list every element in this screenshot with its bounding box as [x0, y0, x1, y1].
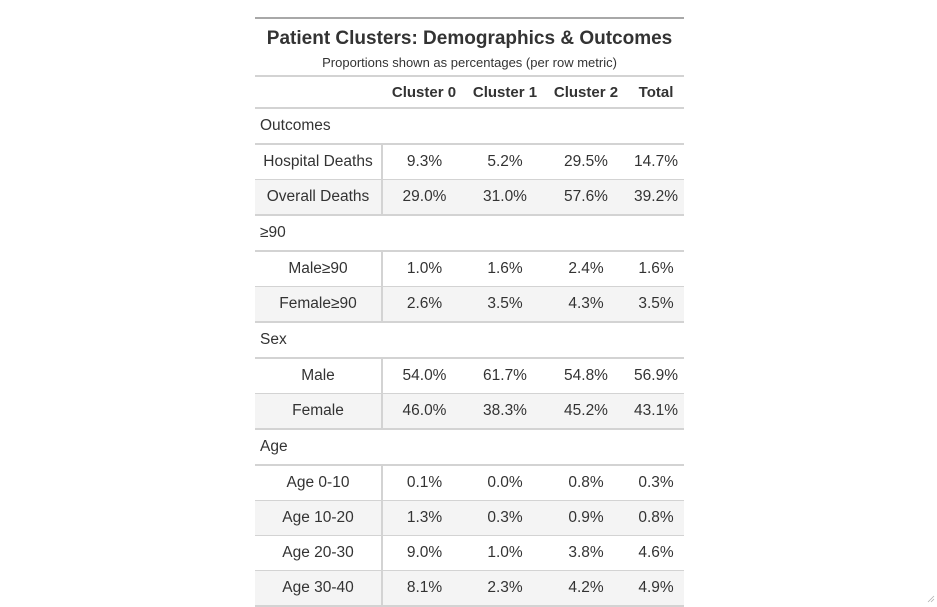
row-group-header: Age	[255, 429, 685, 466]
summary-table-container: Patient Clusters: Demographics & Outcome…	[255, 17, 685, 607]
table-cell: 0.8%	[628, 500, 685, 536]
table-cell: 9.3%	[382, 144, 466, 180]
table-cell: 0.1%	[382, 465, 466, 501]
column-header-cluster-0: Cluster 0	[382, 76, 466, 109]
table-cell: 3.5%	[466, 286, 544, 323]
row-label: Age 10-20	[255, 500, 383, 536]
column-header-row: Cluster 0 Cluster 1 Cluster 2 Total	[255, 76, 685, 109]
table-row: Male 54.0% 61.7% 54.8% 56.9%	[255, 358, 685, 394]
table-cell: 14.7%	[628, 144, 685, 180]
table-cell: 2.3%	[466, 570, 544, 607]
table-cell: 0.3%	[466, 500, 544, 536]
table-subtitle: Proportions shown as percentages (per ro…	[255, 53, 685, 77]
table-row: Hospital Deaths 9.3% 5.2% 29.5% 14.7%	[255, 144, 685, 180]
row-label: Overall Deaths	[255, 179, 383, 216]
row-label: Male	[255, 358, 383, 394]
table-cell: 46.0%	[382, 393, 466, 430]
table-cell: 1.0%	[466, 535, 544, 571]
table-cell: 38.3%	[466, 393, 544, 430]
row-label: Female	[255, 393, 383, 430]
table-cell: 0.0%	[466, 465, 544, 501]
table-row: Age 10-20 1.3% 0.3% 0.9% 0.8%	[255, 500, 685, 536]
row-group-label: Outcomes	[255, 108, 685, 145]
table-cell: 1.6%	[466, 251, 544, 287]
row-label: Male≥90	[255, 251, 383, 287]
table-cell: 4.2%	[544, 570, 628, 607]
row-label: Female≥90	[255, 286, 383, 323]
column-header-cluster-2: Cluster 2	[544, 76, 628, 109]
column-header-total: Total	[628, 76, 685, 109]
row-group-header: ≥90	[255, 215, 685, 252]
table-cell: 4.6%	[628, 535, 685, 571]
row-group-header: Outcomes	[255, 108, 685, 145]
row-label: Age 0-10	[255, 465, 383, 501]
row-label: Age 20-30	[255, 535, 383, 571]
table-cell: 29.0%	[382, 179, 466, 216]
table-cell: 43.1%	[628, 393, 685, 430]
table-cell: 4.3%	[544, 286, 628, 323]
table-cell: 54.0%	[382, 358, 466, 394]
resize-grip-icon[interactable]	[927, 595, 935, 603]
table-cell: 0.8%	[544, 465, 628, 501]
table-cell: 54.8%	[544, 358, 628, 394]
table-cell: 1.0%	[382, 251, 466, 287]
table-row: Female≥90 2.6% 3.5% 4.3% 3.5%	[255, 286, 685, 323]
table-row: Age 30-40 8.1% 2.3% 4.2% 4.9%	[255, 570, 685, 607]
table-title: Patient Clusters: Demographics & Outcome…	[255, 17, 685, 53]
table-cell: 0.3%	[628, 465, 685, 501]
table-row: Age 20-30 9.0% 1.0% 3.8% 4.6%	[255, 535, 685, 571]
table-cell: 39.2%	[628, 179, 685, 216]
table-cell: 31.0%	[466, 179, 544, 216]
table-cell: 29.5%	[544, 144, 628, 180]
table-row: Age 0-10 0.1% 0.0% 0.8% 0.3%	[255, 465, 685, 501]
table-cell: 1.6%	[628, 251, 685, 287]
table-cell: 61.7%	[466, 358, 544, 394]
table-cell: 45.2%	[544, 393, 628, 430]
table-cell: 4.9%	[628, 570, 685, 607]
row-group-header: Sex	[255, 322, 685, 359]
row-group-label: Sex	[255, 322, 685, 359]
table-cell: 2.6%	[382, 286, 466, 323]
table-cell: 2.4%	[544, 251, 628, 287]
table-row: Female 46.0% 38.3% 45.2% 43.1%	[255, 393, 685, 430]
table-cell: 3.8%	[544, 535, 628, 571]
row-group-label: Age	[255, 429, 685, 466]
column-header-cluster-1: Cluster 1	[466, 76, 544, 109]
row-label: Age 30-40	[255, 570, 383, 607]
table-row: Male≥90 1.0% 1.6% 2.4% 1.6%	[255, 251, 685, 287]
table-cell: 8.1%	[382, 570, 466, 607]
table-cell: 1.3%	[382, 500, 466, 536]
table-cell: 57.6%	[544, 179, 628, 216]
summary-table: Patient Clusters: Demographics & Outcome…	[255, 17, 685, 607]
row-label: Hospital Deaths	[255, 144, 383, 180]
table-cell: 0.9%	[544, 500, 628, 536]
table-cell: 56.9%	[628, 358, 685, 394]
table-cell: 9.0%	[382, 535, 466, 571]
table-body: Outcomes Hospital Deaths 9.3% 5.2% 29.5% 14.7…	[255, 108, 685, 607]
column-header-stub	[255, 76, 382, 109]
table-cell: 3.5%	[628, 286, 685, 323]
table-row: Overall Deaths 29.0% 31.0% 57.6% 39.2%	[255, 179, 685, 216]
row-group-label: ≥90	[255, 215, 685, 252]
table-cell: 5.2%	[466, 144, 544, 180]
